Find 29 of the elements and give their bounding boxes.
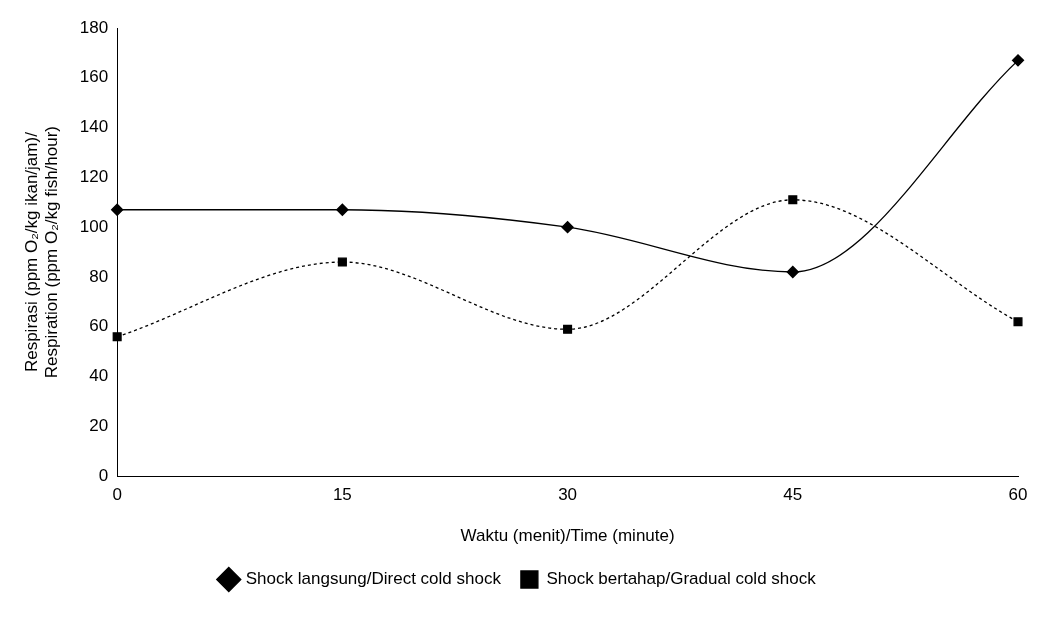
y-tick-label: 80 (89, 266, 109, 286)
point (1013, 317, 1023, 327)
y-tick-label: 20 (89, 416, 109, 436)
x-tick-label: 0 (112, 485, 122, 505)
x-tick-label: 30 (558, 485, 578, 505)
y-tick-label: 40 (89, 366, 109, 386)
y-tick-label: 160 (79, 67, 109, 87)
y-axis-title: Respirasi (ppm O₂/kg ikan/jam)/ Respiration (ppm O₂/kg fish/hour) (21, 125, 62, 379)
point (561, 221, 574, 234)
point (1011, 54, 1025, 67)
point (563, 324, 573, 334)
y-tick-label: 100 (79, 216, 109, 236)
x-tick-label: 60 (1008, 485, 1028, 505)
legend-label: Shock langsung/Direct cold shock (245, 569, 502, 589)
y-tick-label: 0 (98, 465, 109, 485)
point (337, 257, 347, 267)
y-tick-label: 120 (79, 167, 109, 187)
x-tick-label: 15 (332, 485, 352, 505)
point (786, 265, 799, 279)
point (336, 203, 349, 216)
x-tick-label: 45 (783, 485, 803, 505)
y-tick-label: 140 (79, 117, 109, 137)
legend-label: Shock bertahap/Gradual cold shock (546, 569, 817, 589)
point (788, 195, 798, 205)
y-tick-label: 60 (89, 316, 109, 336)
point (111, 203, 124, 216)
point (112, 332, 122, 342)
y-tick-label: 180 (79, 17, 109, 37)
x-axis-title: Waktu (menit)/Time (minute) (460, 526, 675, 546)
